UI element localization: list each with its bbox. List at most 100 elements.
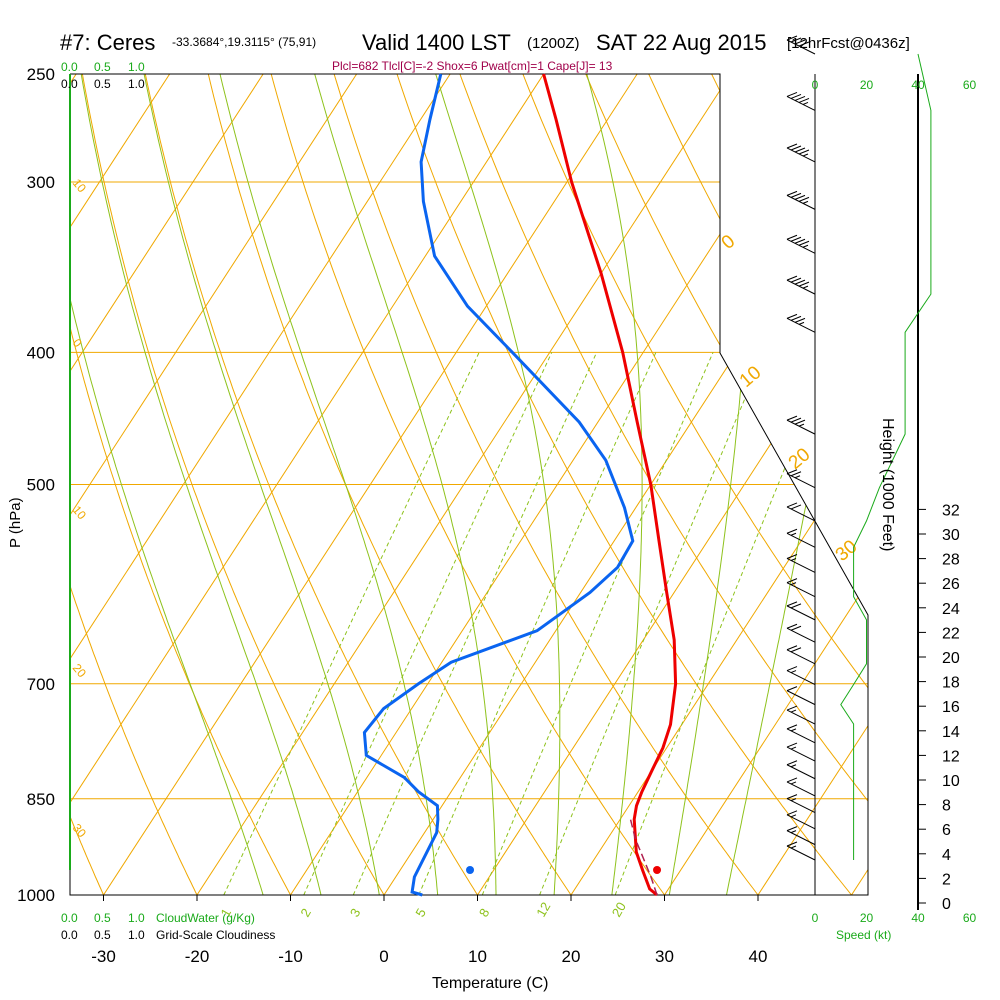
dry-adiabat [70,74,307,895]
wind-barb-flag [786,190,798,196]
mixing-ratio-label-3: 3 [347,906,364,920]
wind-barb-flag [786,841,798,847]
wind-speed-bottom-label: 20 [860,911,874,925]
mixing-ratio-label-8: 8 [476,906,493,920]
wind-barb-flag [786,742,798,748]
wind-barb-flag [794,39,806,45]
x-axis-title: Temperature (C) [432,975,548,992]
dry-adiabat [575,74,868,895]
y-tick-label: 300 [27,173,55,192]
wind-barb-half [790,746,797,750]
cloud-bottom-green-2: 1.0 [128,911,145,925]
dry-adiabat [70,74,118,895]
x-tick-label: 20 [562,947,581,966]
height-tick-label: 8 [942,798,951,815]
dry-adiabat [77,74,402,895]
isotherm-line [70,74,467,895]
isotherm-line [832,74,868,895]
wind-barb-shaft [786,532,816,548]
wind-barbs [786,35,816,861]
height-tick-label: 2 [942,871,951,888]
wind-barb-half [790,582,797,586]
cloud-axis-labels: 0.0 0.5 1.0 0.0 0.5 1.0 0.0 0.5 1.0 Clou… [61,60,275,942]
y-tick-label: 1000 [17,886,55,905]
wind-barb-half [802,200,809,204]
wind-barb-half [798,321,805,325]
cloud-top-green-0: 0.0 [61,60,78,74]
isotherm-line [364,74,868,895]
plot-frame [69,73,919,910]
sounding-series [362,73,678,897]
isotherm-line [177,74,747,895]
wind-barb-flag [794,238,806,244]
height-tick-label: 26 [942,576,960,593]
isotherm-line [271,74,841,895]
cloud-bottom-black-0: 0.0 [61,928,78,942]
mixing-ratio-label-20: 20 [609,899,629,919]
wind-barb-flag [786,623,798,629]
wind-barb-flag [790,192,802,198]
mixing-ratio-line [539,352,766,895]
isotherm-label-left: 10 [70,503,90,522]
isotherm-line [738,74,868,895]
height-tick-label: 22 [942,625,960,642]
wind-barb-flag [798,281,810,287]
wind-barb-flag [786,760,798,766]
wind-barb-shaft [786,147,816,163]
moist-adiabat [427,74,561,895]
x-tick-label: -30 [91,947,116,966]
wind-barb-flag [786,777,798,783]
height-tick-label: 6 [942,822,951,839]
wind-barb-shaft [786,781,816,797]
dewpoint-line [362,73,635,897]
wind-barb-flag [790,93,802,99]
axes: -30 -20 -10 0 10 20 30 402503004005007008501000… [17,65,976,966]
cloud-bottom-green-1: 0.5 [94,911,111,925]
wind-barb-flag [794,194,806,200]
moist-adiabat [76,74,329,895]
wind-barb-shaft [786,670,816,685]
stability-indices: Plcl=682 Tlcl[C]=-2 Shox=6 Pwat[cm]=1 Ca… [332,59,613,73]
wind-barb-shaft [786,814,816,830]
wind-barb-flag [786,415,798,421]
x-tick-label: 0 [379,947,388,966]
mixing-ratio-label-2: 2 [297,906,314,920]
wind-barb-flag [786,794,798,800]
wind-barb-flag [798,196,810,202]
height-tick-label: 16 [942,699,960,716]
station-title: #7: Ceres [60,30,155,55]
isotherm-label-right: 0 [718,231,740,254]
wind-barb-flag [786,502,798,508]
wind-barb-shaft [786,709,816,725]
height-tick-label: 18 [942,675,960,692]
cloud-top-green-1: 0.5 [94,60,111,74]
wind-barb-half [802,285,809,289]
dry-adiabat [699,74,868,895]
wind-barb-flag [790,625,802,631]
station-coords: -33.3684°,19.3115° (75,91) [172,35,316,49]
dry-adiabat [264,74,686,895]
height-tick-label: 12 [942,748,960,765]
wind-barb-shaft [786,95,816,111]
wind-barb-flag [786,686,798,692]
wind-speed-axis-title: Speed (kt) [836,928,891,942]
chart-header: #7: Ceres -33.3684°,19.3115° (75,91) Val… [60,30,910,73]
x-tick-label: 10 [468,947,487,966]
isotherm-line [70,74,560,895]
wind-barb-flag [786,810,798,816]
wind-barb-flag [790,277,802,283]
valid-time: Valid 1400 LST [362,30,511,55]
mixing-ratio-line [481,352,714,895]
dry-adiabat [139,74,497,895]
mixing-ratio-label-5: 5 [412,906,429,920]
dry-adiabat [202,74,592,895]
wind-barb-shaft [786,649,816,665]
wind-barb-shaft [786,605,816,621]
x-tick-label: 40 [749,947,768,966]
wind-barb-shaft [786,728,816,744]
temperature-line [542,73,678,897]
wind-barb-flag [794,279,806,285]
moist-adiabat [138,74,385,895]
wind-barb-half [790,830,797,834]
cloudwater-label: CloudWater (g/Kg) [156,911,255,925]
